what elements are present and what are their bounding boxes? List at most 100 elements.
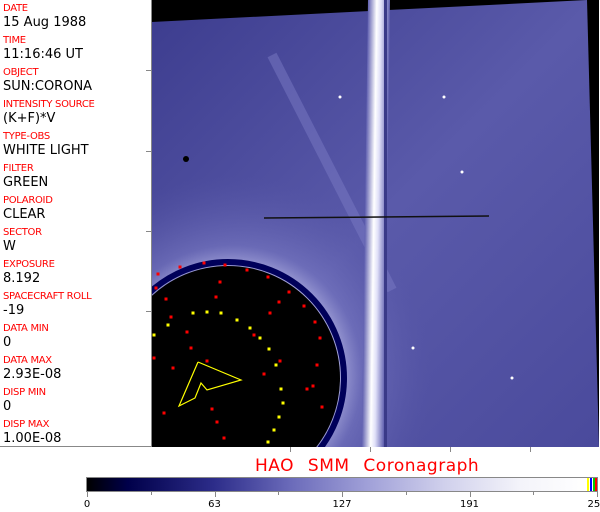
yellow-marker: [281, 401, 285, 405]
colorbar-tick: [150, 491, 152, 495]
field-value: 8.192: [3, 271, 41, 286]
red-marker: [277, 300, 281, 304]
yellow-marker: [205, 310, 209, 314]
field-value: 2.93E-08: [3, 367, 62, 382]
red-marker: [154, 286, 158, 290]
field-value: 0: [3, 399, 12, 414]
field-value: GREEN: [3, 175, 49, 190]
red-marker: [262, 372, 266, 376]
axis-tick: [146, 151, 151, 152]
axis-tick: [146, 231, 151, 232]
red-marker: [311, 384, 315, 388]
red-marker: [189, 346, 193, 350]
colorbar-tick: [597, 491, 598, 497]
header-info-panel: DATE 15 Aug 1988 TIME 11:16:46 UT OBJECT SUN:…: [0, 0, 152, 447]
red-marker: [313, 320, 317, 324]
yellow-marker: [277, 415, 281, 419]
red-marker: [210, 407, 214, 411]
red-marker: [152, 356, 156, 360]
star: [411, 346, 415, 350]
colorbar-tick: [278, 491, 280, 495]
red-marker: [315, 363, 319, 367]
red-marker: [287, 290, 291, 294]
occulter-disk: [152, 266, 340, 447]
field-value: -19: [3, 303, 25, 318]
field-label: EXPOSURE: [3, 259, 55, 270]
colorbar-tick: [469, 491, 471, 497]
red-marker: [268, 311, 272, 315]
yellow-marker: [266, 440, 270, 444]
red-marker: [318, 336, 322, 340]
yellow-marker: [166, 323, 170, 327]
star: [338, 95, 342, 99]
red-marker: [218, 280, 222, 284]
yellow-marker: [152, 333, 156, 337]
bright-streak: [361, 0, 390, 447]
field-label: SPACECRAFT ROLL: [3, 291, 92, 302]
yellow-marker: [235, 318, 239, 322]
star: [442, 95, 446, 99]
colorbar-tick-label: 255: [587, 499, 600, 510]
field-value: WHITE LIGHT: [3, 143, 89, 158]
axis-tick: [146, 70, 151, 71]
yellow-marker: [258, 336, 262, 340]
field-label: DATA MIN: [3, 323, 49, 334]
colorbar-tick: [342, 491, 343, 497]
red-marker: [178, 265, 182, 269]
red-marker: [245, 268, 249, 272]
axis-tick: [370, 447, 371, 452]
yellow-marker: [191, 311, 195, 315]
red-marker: [252, 333, 256, 337]
colorbar-tick-label: 127: [332, 499, 352, 510]
yellow-marker: [272, 428, 276, 432]
red-marker: [305, 387, 309, 391]
colorbar: [86, 477, 598, 492]
field-value: W: [3, 239, 16, 254]
yellow-marker: [248, 326, 252, 330]
yellow-marker: [267, 347, 271, 351]
colorbar-tick-label: 0: [83, 499, 91, 510]
red-marker: [162, 411, 166, 415]
red-marker: [215, 420, 219, 424]
field-value: SUN:CORONA: [3, 79, 93, 94]
field-label: DISP MIN: [3, 387, 46, 398]
field-value: 11:16:46 UT: [3, 47, 83, 62]
colorbar-tick-label: 191: [459, 499, 480, 510]
field-value: (K+F)*V: [3, 111, 56, 126]
red-marker: [156, 272, 160, 276]
red-marker: [205, 359, 209, 363]
yellow-marker: [274, 363, 278, 367]
axis-tick: [146, 311, 151, 312]
coronagraph-image: [152, 0, 599, 447]
field-value: CLEAR: [3, 207, 46, 222]
colorbar-tick-label: 63: [208, 499, 221, 510]
star: [460, 170, 464, 174]
red-marker: [185, 330, 189, 334]
red-marker: [222, 436, 226, 440]
yellow-marker: [219, 311, 223, 315]
colorbar-tick: [405, 491, 407, 495]
red-marker: [214, 295, 218, 299]
field-label: DISP MAX: [3, 419, 50, 430]
horizontal-line: [263, 215, 490, 219]
field-label: SECTOR: [3, 227, 42, 238]
axis-tick: [290, 447, 291, 452]
red-marker: [202, 261, 206, 265]
red-marker: [164, 297, 168, 301]
field-value: 15 Aug 1988: [3, 15, 87, 30]
field-label: FILTER: [3, 163, 34, 174]
field-label: POLAROID: [3, 195, 53, 206]
colorbar-tick: [533, 491, 535, 495]
axis-tick: [530, 447, 531, 452]
field-value: 1.00E-08: [3, 431, 62, 446]
field-label: DATA MAX: [3, 355, 52, 366]
red-marker: [302, 304, 306, 308]
overlay-markers: [152, 95, 514, 444]
red-marker: [223, 263, 227, 267]
field-label: OBJECT: [3, 67, 39, 78]
red-marker: [171, 366, 175, 370]
red-marker: [266, 275, 270, 279]
axis-tick: [450, 447, 451, 452]
colorbar-tick: [87, 491, 88, 497]
instrument-title: HAO SMM Coronagraph: [255, 456, 480, 476]
